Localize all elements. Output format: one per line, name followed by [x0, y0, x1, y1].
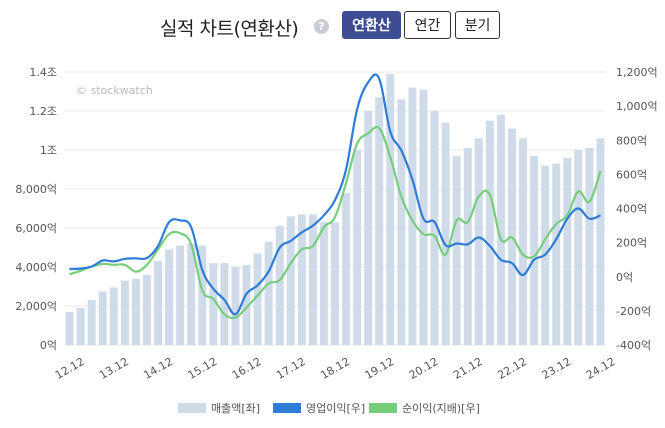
revenue-bar — [253, 253, 262, 345]
x-axis-tick-label: 15.12 — [186, 355, 220, 382]
x-axis-tick-label: 21.12 — [451, 355, 485, 382]
revenue-bar — [264, 241, 273, 345]
revenue-bar — [331, 222, 339, 345]
revenue-bar — [408, 87, 417, 345]
revenue-bar — [596, 138, 605, 345]
revenue-bar — [120, 280, 129, 345]
revenue-bar — [530, 155, 539, 345]
revenue-bar — [563, 157, 572, 345]
left-axis-tick-label: 4,000억 — [15, 261, 57, 274]
legend-swatch-net-income — [369, 403, 397, 413]
left-axis-tick-label: 0억 — [40, 339, 57, 352]
left-axis-tick-label: 8,000억 — [15, 183, 57, 196]
x-axis-tick-label: 20.12 — [407, 355, 441, 382]
revenue-bar — [474, 138, 483, 345]
revenue-bar — [463, 148, 472, 345]
x-axis-tick-label: 24.12 — [584, 355, 618, 382]
right-axis-tick-label: -400억 — [616, 339, 651, 352]
x-axis-tick-label: 17.12 — [274, 355, 308, 382]
revenue-bar — [496, 114, 505, 346]
revenue-bar — [574, 150, 583, 345]
revenue-bar — [552, 163, 561, 345]
revenue-bars — [65, 73, 605, 346]
right-axis-ticks: -400억 -200억 0억 200억 400억 600억 800억 1,000억 1,200억 — [616, 66, 658, 352]
revenue-bar — [176, 245, 185, 345]
left-axis-ticks: 0억 2,000억 4,000억 6,000억 8,000억 1조 1.2조 1.4조 — [15, 66, 57, 352]
x-axis-tick-label: 14.12 — [141, 355, 175, 382]
right-axis-tick-label: 600억 — [616, 168, 647, 181]
right-axis-tick-label: 1,200억 — [616, 66, 658, 79]
x-axis-tick-label: 12.12 — [53, 355, 87, 382]
revenue-bar — [109, 287, 118, 345]
page-title: 실적 차트(연환산) — [160, 18, 299, 40]
revenue-bar — [319, 222, 328, 345]
watermark-text: © stockwatch — [76, 84, 153, 97]
help-icon[interactable]: ? — [314, 19, 329, 34]
revenue-bar — [220, 263, 229, 345]
x-axis-tick-label: 13.12 — [97, 355, 131, 382]
x-axis-tick-label: 18.12 — [318, 355, 352, 382]
revenue-bar — [519, 138, 528, 345]
revenue-bar — [441, 122, 450, 345]
revenue-bar — [397, 99, 406, 345]
left-axis-tick-label: 6,000억 — [15, 222, 57, 235]
tab-annualized[interactable]: 연환산 — [342, 11, 401, 39]
chart-header: 실적 차트(연환산) ? 연환산 연간 분기 — [0, 8, 665, 46]
revenue-bar — [386, 73, 395, 345]
revenue-bar — [187, 243, 196, 345]
legend-swatch-revenue — [178, 403, 206, 413]
tab-annual[interactable]: 연간 — [404, 11, 451, 39]
legend-label: 영업이익[우] — [306, 402, 365, 415]
left-axis-tick-label: 1.4조 — [29, 66, 57, 79]
revenue-bar — [275, 226, 284, 345]
operating-profit-line — [69, 73, 601, 316]
revenue-bar — [131, 278, 140, 345]
x-axis-tick-label: 16.12 — [230, 355, 264, 382]
revenue-bar — [242, 265, 251, 345]
revenue-bar — [485, 120, 494, 345]
right-axis-tick-label: 400억 — [616, 203, 647, 216]
revenue-bar — [165, 249, 174, 345]
revenue-bar — [375, 97, 384, 345]
revenue-bar — [209, 263, 218, 345]
legend-label: 순이익(지배)[우] — [402, 402, 480, 415]
revenue-bar — [286, 216, 295, 345]
right-axis-tick-label: 1,000억 — [616, 100, 658, 113]
revenue-bar — [353, 150, 362, 345]
revenue-bar — [308, 214, 317, 345]
legend-swatch-operating-profit — [273, 403, 301, 413]
right-axis-tick-label: 200억 — [616, 237, 647, 250]
revenue-bar — [585, 148, 594, 345]
revenue-bar — [452, 155, 461, 345]
revenue-bar — [198, 245, 207, 345]
x-axis-ticks: 12.12 13.12 14.12 15.12 16.12 17.12 18.12 19.12… — [53, 355, 618, 382]
revenue-bar — [65, 311, 74, 345]
left-axis-tick-label: 1.2조 — [29, 105, 57, 118]
revenue-bar — [364, 111, 373, 345]
tab-quarterly[interactable]: 분기 — [455, 11, 500, 39]
right-axis-tick-label: -200억 — [616, 305, 651, 318]
revenue-bar — [231, 267, 240, 345]
x-axis-tick-label: 23.12 — [540, 355, 574, 382]
x-axis-tick-label: 19.12 — [363, 355, 397, 382]
right-axis-tick-label: 800억 — [616, 134, 647, 147]
left-axis-tick-label: 2,000억 — [15, 300, 57, 313]
left-axis-tick-label: 1조 — [40, 144, 57, 157]
revenue-bar — [98, 291, 107, 345]
profit-lines — [69, 73, 602, 320]
revenue-bar — [297, 214, 306, 345]
right-axis-tick-label: 0억 — [616, 271, 633, 284]
revenue-bar — [154, 261, 163, 345]
net-income-line — [69, 125, 602, 320]
legend-label: 매출액[좌] — [211, 402, 260, 415]
revenue-bar — [76, 307, 85, 345]
revenue-bar — [142, 274, 151, 345]
chart-legend: 매출액[좌] 영업이익[우] 순이익(지배)[우] — [178, 402, 480, 415]
revenue-bar — [342, 192, 351, 345]
x-axis-tick-label: 22.12 — [495, 355, 529, 382]
revenue-bar — [87, 300, 96, 345]
revenue-bar — [430, 111, 439, 345]
